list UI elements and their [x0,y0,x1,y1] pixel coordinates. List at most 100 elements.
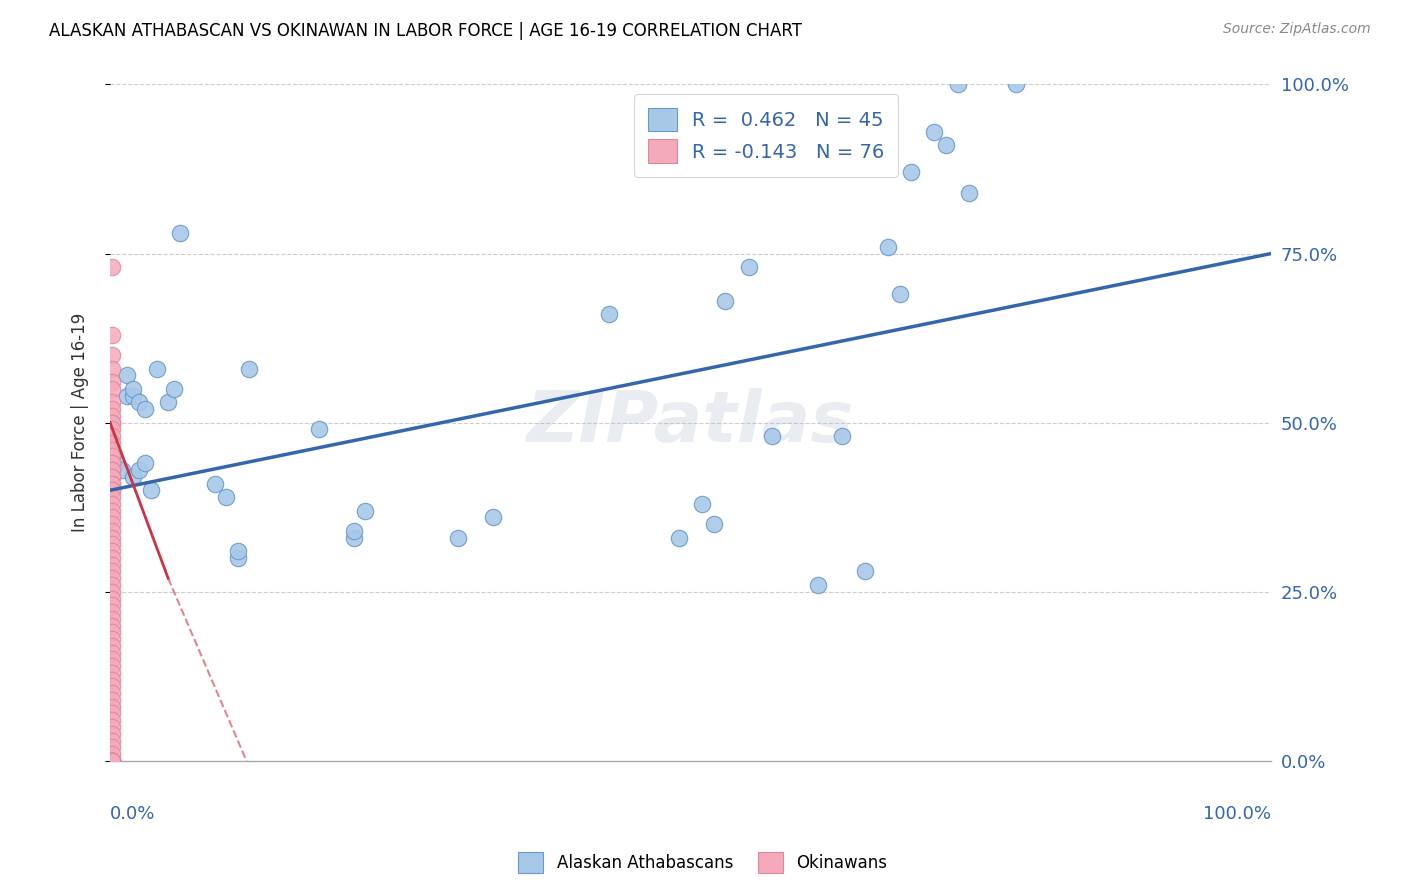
Point [101,436,124,450]
Point [122,382,145,396]
Point [128,463,150,477]
Point [101,260,124,274]
Point [101,503,124,517]
Point [101,442,124,457]
Point [101,456,124,470]
Point [101,348,124,362]
Point [946,78,969,92]
Text: ZIPatlas: ZIPatlas [527,388,855,457]
Point [889,287,911,301]
Point [139,483,162,498]
Point [101,402,124,417]
Point [101,754,124,768]
Point [238,361,260,376]
Point [101,591,124,606]
Point [714,293,737,308]
Point [101,673,124,687]
Point [101,584,124,599]
Point [101,720,124,734]
Point [204,476,226,491]
Point [924,125,946,139]
Point [598,307,620,321]
Point [101,469,124,483]
Point [101,706,124,721]
Point [101,754,124,768]
Point [101,510,124,524]
Text: Source: ZipAtlas.com: Source: ZipAtlas.com [1223,22,1371,37]
Text: 100.0%: 100.0% [1204,805,1271,822]
Point [101,625,124,640]
Point [703,517,725,532]
Point [101,571,124,585]
Point [101,531,124,545]
Point [101,754,124,768]
Point [101,422,124,436]
Point [101,754,124,768]
Point [101,632,124,646]
Point [101,469,124,483]
Point [101,754,124,768]
Point [101,476,124,491]
Point [101,463,124,477]
Point [101,605,124,619]
Point [101,382,124,396]
Point [101,727,124,741]
Y-axis label: In Labor Force | Age 16-19: In Labor Force | Age 16-19 [72,313,89,533]
Point [101,618,124,632]
Point [128,395,150,409]
Point [101,429,124,443]
Point [101,416,124,430]
Point [101,524,124,538]
Point [163,382,186,396]
Point [101,463,124,477]
Point [101,483,124,498]
Point [690,497,713,511]
Point [737,260,759,274]
Text: ALASKAN ATHABASCAN VS OKINAWAN IN LABOR FORCE | AGE 16-19 CORRELATION CHART: ALASKAN ATHABASCAN VS OKINAWAN IN LABOR … [49,22,803,40]
Point [101,599,124,613]
Point [101,639,124,653]
Point [101,517,124,532]
Point [343,524,366,538]
Point [101,450,124,464]
Point [853,565,876,579]
Point [104,456,127,470]
Point [145,361,167,376]
Point [117,388,139,402]
Point [101,476,124,491]
Point [807,578,830,592]
Point [101,361,124,376]
Point [668,531,690,545]
Point [101,646,124,660]
Point [343,531,366,545]
Point [877,240,900,254]
Point [900,165,922,179]
Point [101,680,124,694]
Text: 0.0%: 0.0% [110,805,156,822]
Point [169,226,191,240]
Point [101,686,124,700]
Point [101,565,124,579]
Point [101,747,124,761]
Point [134,402,156,417]
Point [101,652,124,666]
Point [101,754,124,768]
Point [226,544,249,558]
Point [101,699,124,714]
Point [957,186,980,200]
Point [308,422,330,436]
Point [101,327,124,342]
Point [101,665,124,680]
Point [101,497,124,511]
Point [101,375,124,389]
Point [831,429,853,443]
Point [215,490,238,504]
Point [101,416,124,430]
Point [935,138,957,153]
Point [1004,78,1026,92]
Point [101,409,124,423]
Point [101,558,124,572]
Point [101,544,124,558]
Point [101,483,124,498]
Point [482,510,505,524]
